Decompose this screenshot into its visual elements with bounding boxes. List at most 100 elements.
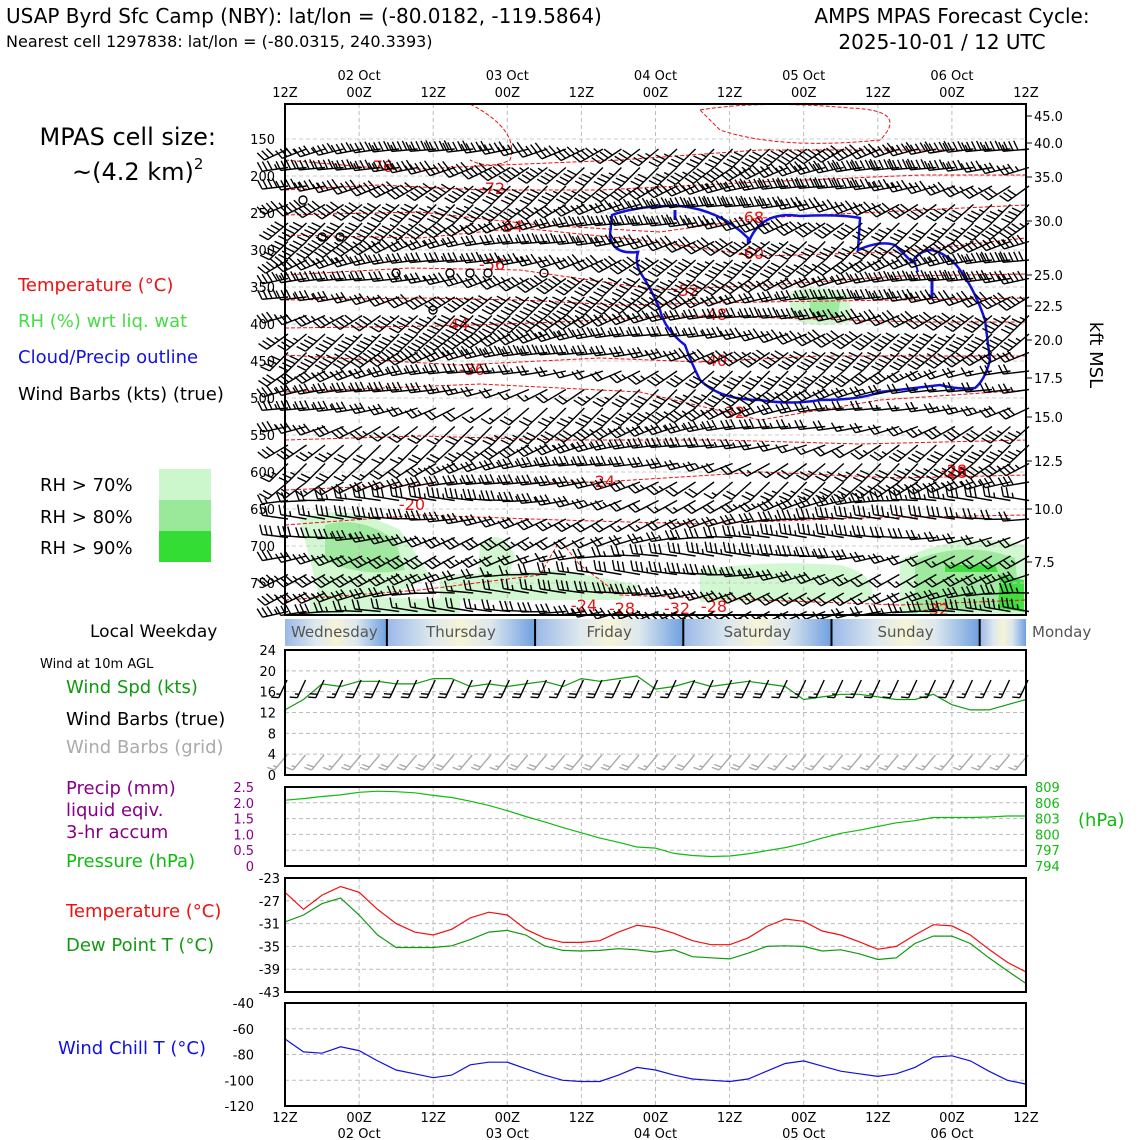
wind-barb (759, 148, 789, 167)
barb-full (312, 146, 319, 156)
barb-half (389, 335, 396, 339)
barb-full (705, 463, 714, 472)
barb-full (611, 420, 622, 427)
barb-full (372, 187, 381, 196)
barb-full (679, 196, 686, 207)
barb-full (618, 152, 628, 160)
barb-full (714, 350, 724, 358)
wind-barb (852, 240, 882, 260)
barb-full (348, 350, 358, 357)
barb-half (830, 374, 836, 379)
barb-full (872, 384, 880, 395)
barb-full (522, 417, 533, 423)
barb-full (571, 253, 580, 263)
barb-full (500, 439, 511, 446)
barb-full (452, 141, 458, 152)
barb-full (552, 312, 562, 320)
wind-barb (945, 222, 974, 242)
barb-full (465, 474, 472, 485)
barb-full (267, 400, 273, 410)
barb-full (881, 335, 892, 342)
barb-full (349, 369, 357, 379)
barb-full (557, 476, 565, 487)
barb-half (686, 279, 692, 284)
barb-full (349, 295, 357, 305)
barb-full (965, 242, 974, 251)
barb-full (832, 380, 842, 388)
wind-barb (294, 200, 326, 219)
barb-full (582, 414, 592, 420)
barb-full (354, 142, 361, 153)
barb-full (803, 163, 811, 173)
barb-full (963, 326, 973, 334)
wind-barb (720, 419, 752, 431)
kft-tick-label: 35.0 (1034, 171, 1063, 186)
barb-full (541, 417, 552, 424)
barb-full (928, 293, 936, 303)
barb-full (603, 148, 613, 156)
barb-full (852, 254, 863, 260)
wind-barb (407, 314, 437, 335)
barb-full (521, 322, 532, 330)
barb-full (506, 445, 516, 454)
wind-barb (351, 202, 382, 222)
barb-full (322, 339, 333, 346)
barb-full (946, 187, 955, 196)
barb-full (650, 198, 657, 209)
wind-barb (349, 481, 381, 493)
barb-half (796, 221, 802, 227)
wind-barb (518, 313, 548, 333)
wind-barb (571, 344, 603, 356)
barb-full (600, 345, 607, 355)
barb-full (459, 314, 470, 321)
barb-full (460, 349, 468, 359)
barb-full (886, 147, 894, 157)
calm-circle (298, 195, 308, 205)
barb-full (359, 270, 366, 281)
barb-full (697, 215, 704, 226)
barb-full (740, 252, 750, 259)
barb-full (775, 291, 782, 301)
barb-full (998, 252, 1004, 263)
barb-full (599, 235, 607, 245)
wind-barb (574, 277, 604, 297)
barb-full (539, 393, 549, 401)
barb-full (849, 315, 857, 325)
barb-full (391, 365, 398, 376)
wind-barb (906, 203, 937, 221)
forecast-title: AMPS MPAS Forecast Cycle: (814, 4, 1089, 28)
barb-full (770, 243, 781, 250)
barb-full (303, 180, 310, 190)
barb-full (775, 228, 785, 236)
barb-full (506, 332, 515, 342)
wind-barb (480, 407, 511, 425)
barb-full (270, 200, 279, 210)
barb-full (943, 140, 950, 151)
barb-full (485, 324, 496, 331)
barb-full (775, 444, 783, 454)
barb-full (888, 455, 899, 463)
barb-full (478, 314, 488, 321)
barb-full (321, 369, 330, 379)
barb-full (714, 240, 724, 248)
wind-barb (352, 222, 382, 242)
barb-full (265, 446, 275, 454)
barb-full (851, 177, 857, 187)
barb-full (813, 197, 820, 207)
barb-full (710, 294, 719, 304)
barb-full (391, 355, 400, 363)
barb-full (988, 187, 998, 196)
barb-full (869, 158, 876, 169)
barb-full (753, 307, 760, 317)
barb-full (552, 296, 562, 302)
barb-full (613, 264, 623, 272)
barb-full (873, 451, 883, 459)
barb-full (599, 427, 609, 436)
wind-barb (777, 148, 808, 166)
barb-full (618, 395, 629, 401)
barb-full (651, 414, 661, 422)
wind-barb (867, 142, 900, 159)
barb-full (776, 196, 783, 206)
wind-barb (404, 272, 437, 284)
barb-full (554, 397, 564, 405)
